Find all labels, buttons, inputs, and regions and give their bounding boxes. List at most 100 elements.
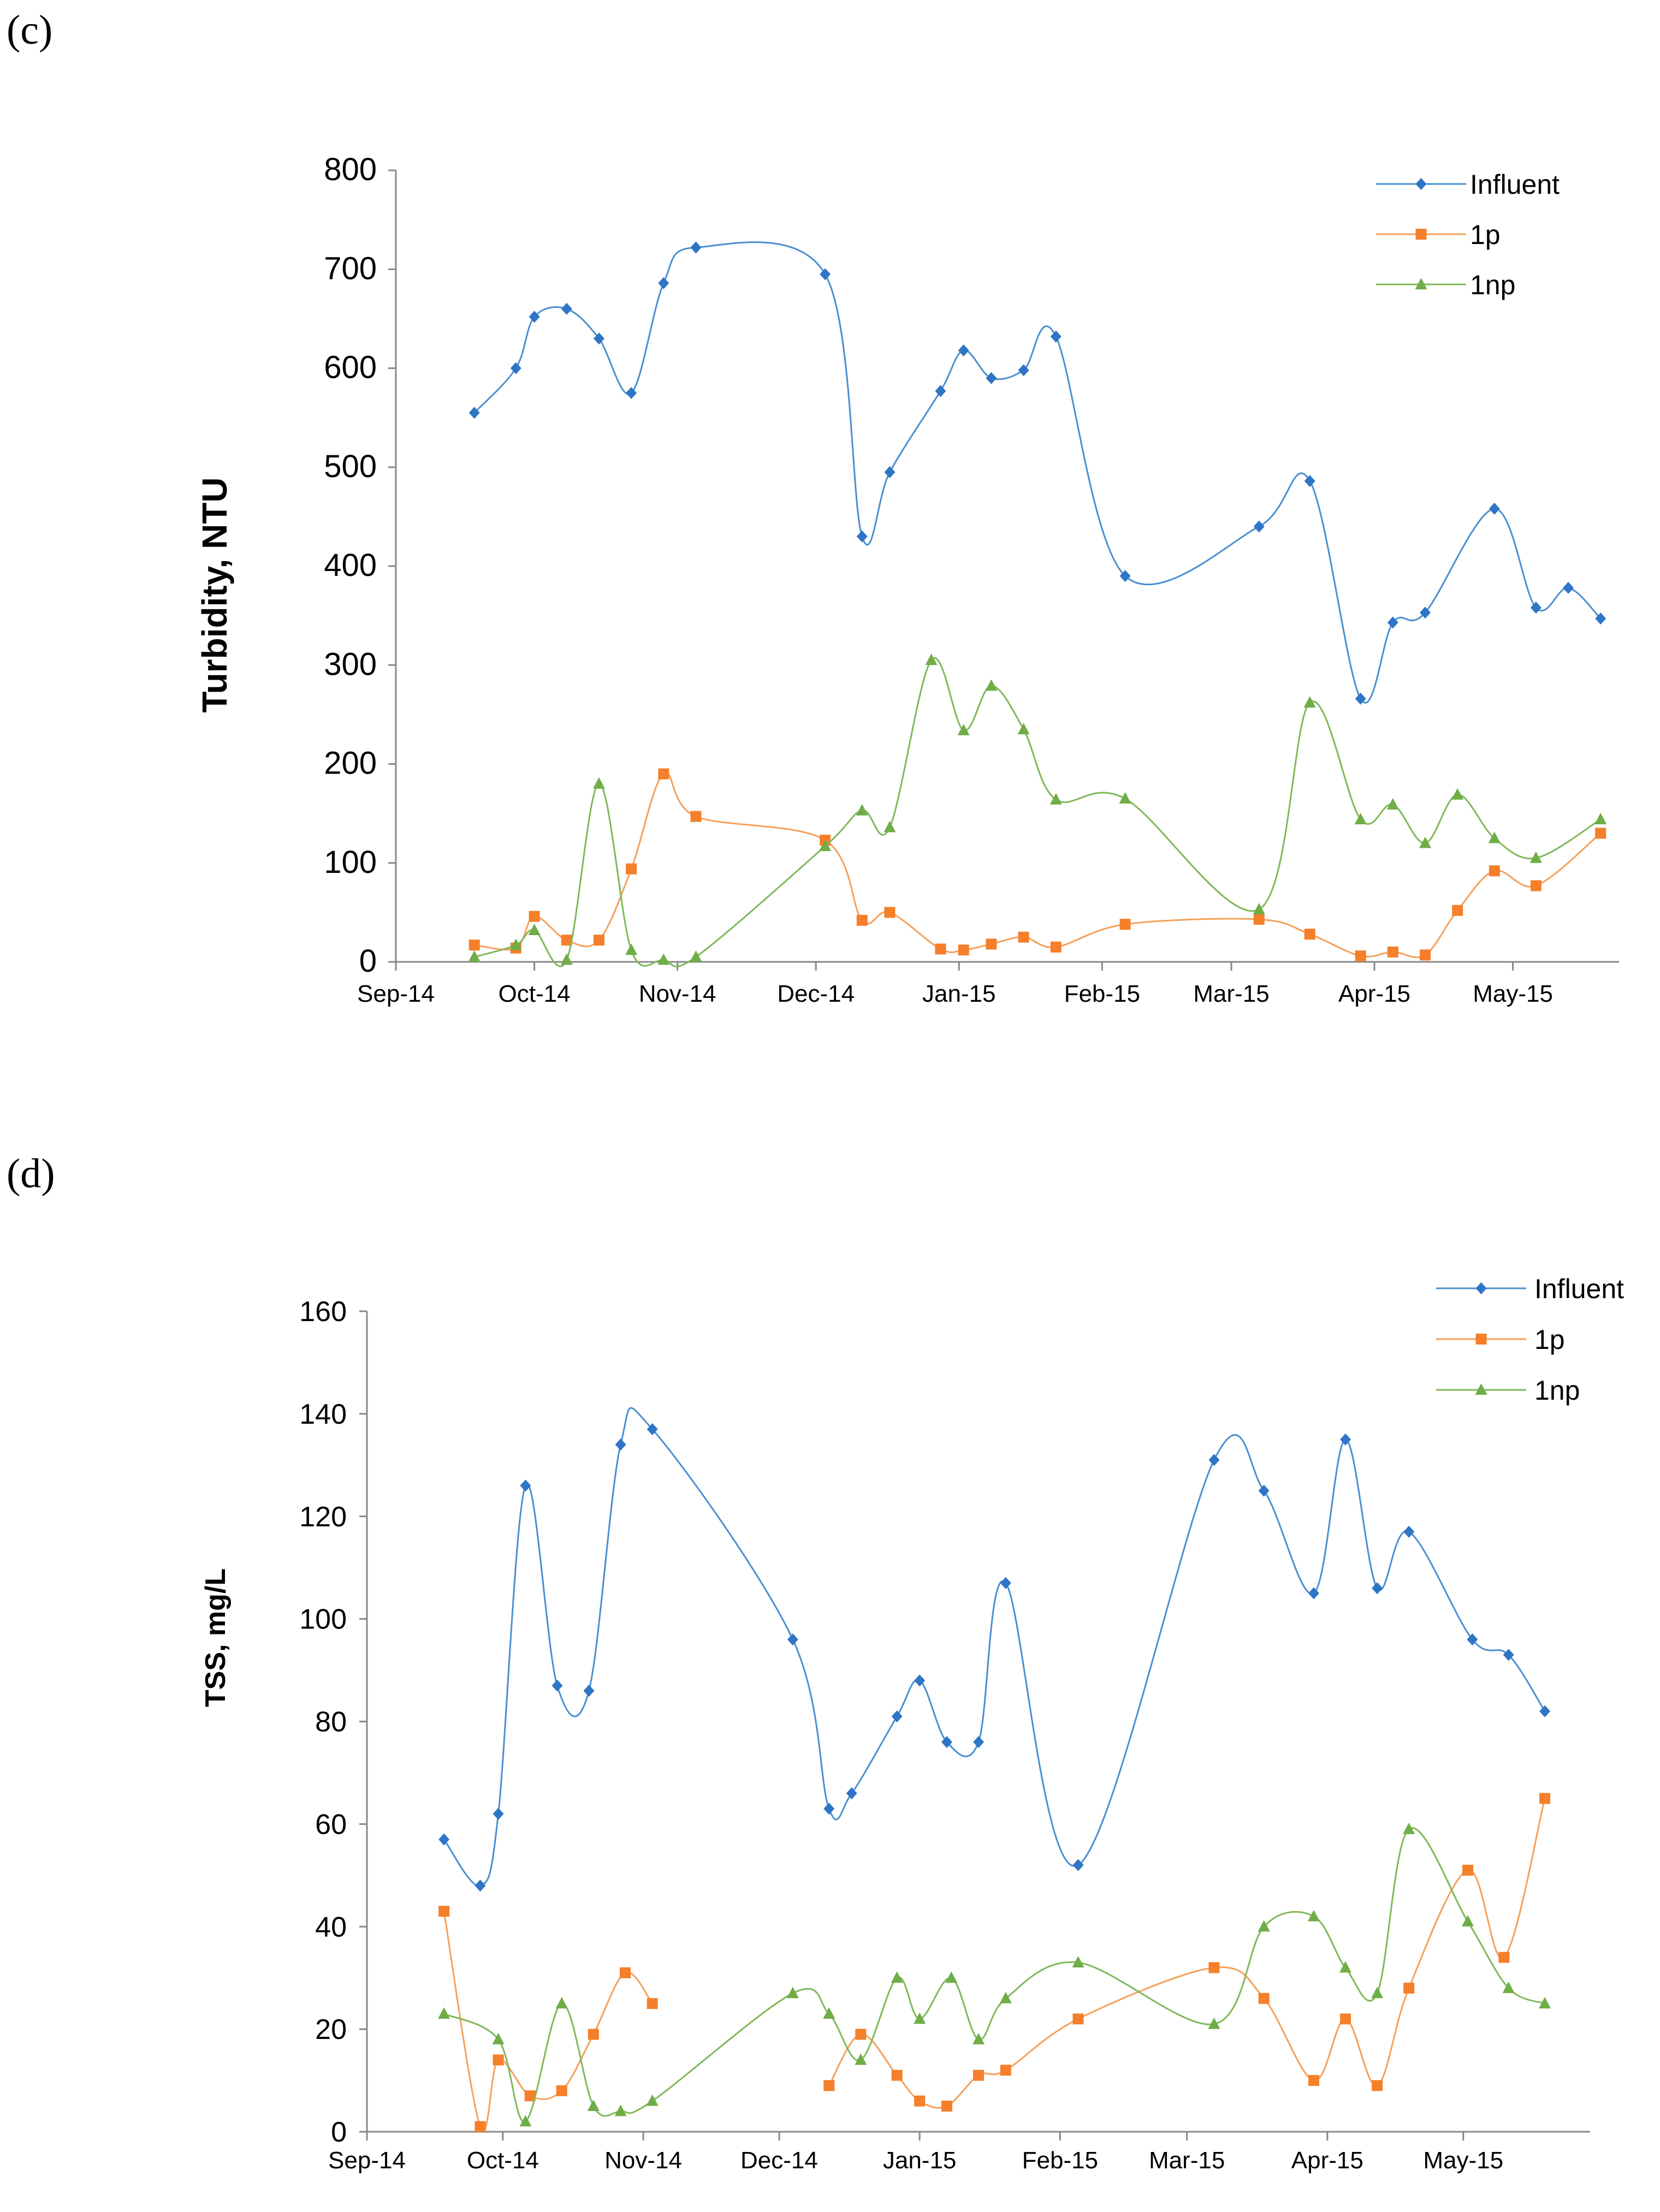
data-point-1p bbox=[556, 2085, 567, 2096]
data-point-influent bbox=[914, 1674, 926, 1687]
x-tick-label: Oct-14 bbox=[467, 2147, 539, 2174]
data-point-1p bbox=[941, 2101, 952, 2112]
data-point-1np bbox=[1419, 836, 1431, 848]
x-tick-label: Feb-15 bbox=[1022, 2147, 1098, 2174]
x-tick-label: Mar-15 bbox=[1193, 980, 1269, 1007]
data-point-1np bbox=[438, 2007, 450, 2019]
data-point-influent bbox=[493, 1807, 504, 1820]
data-point-influent bbox=[561, 302, 572, 315]
data-point-1p bbox=[647, 1998, 658, 2009]
y-tick-label: 0 bbox=[359, 943, 377, 979]
data-point-1p bbox=[1387, 946, 1398, 958]
legend-label-influent: Influent bbox=[1470, 169, 1560, 200]
data-point-influent bbox=[891, 1710, 903, 1723]
y-tick-label: 80 bbox=[315, 1706, 347, 1738]
y-tick-label: 20 bbox=[315, 2014, 347, 2045]
data-point-1np bbox=[884, 820, 896, 833]
data-point-1np bbox=[1371, 1987, 1384, 1999]
data-point-influent bbox=[510, 362, 521, 374]
data-point-1p bbox=[1258, 1993, 1270, 2004]
data-point-1np bbox=[1307, 1910, 1320, 1922]
data-point-1np bbox=[786, 1987, 799, 1999]
data-point-influent bbox=[1072, 1859, 1084, 1871]
x-tick-label: Apr-15 bbox=[1291, 2147, 1363, 2174]
series-1p bbox=[438, 1793, 1551, 2132]
x-tick-label: Dec-14 bbox=[740, 2147, 818, 2174]
data-point-influent bbox=[552, 1679, 563, 1692]
data-point-1p bbox=[626, 863, 637, 875]
data-point-influent bbox=[593, 332, 604, 345]
legend-label-1np: 1np bbox=[1470, 270, 1515, 300]
data-point-1np bbox=[1502, 1981, 1515, 1993]
data-point-1np bbox=[1488, 831, 1501, 843]
data-point-1p bbox=[1119, 919, 1131, 930]
data-point-1np bbox=[1354, 813, 1367, 824]
data-point-1p bbox=[1018, 931, 1029, 943]
data-point-influent bbox=[1419, 606, 1431, 619]
data-point-1np bbox=[999, 1991, 1012, 2003]
data-point-1p bbox=[588, 2029, 599, 2040]
data-point-influent bbox=[475, 1880, 486, 1892]
data-point-1p bbox=[1000, 2065, 1011, 2076]
y-tick-label: 800 bbox=[324, 152, 377, 187]
series-line-1np bbox=[474, 657, 1601, 967]
data-point-1np bbox=[1386, 798, 1399, 810]
data-point-1p bbox=[1595, 828, 1606, 839]
data-point-1p bbox=[884, 907, 896, 918]
y-tick-label: 160 bbox=[299, 1296, 347, 1328]
data-point-1np bbox=[587, 2100, 600, 2112]
legend-marker-influent bbox=[1475, 1282, 1487, 1294]
x-tick-label: May-15 bbox=[1423, 2147, 1503, 2174]
legend-label-1p: 1p bbox=[1534, 1324, 1565, 1355]
y-tick-label: 40 bbox=[315, 1911, 347, 1943]
data-point-1np bbox=[1050, 793, 1062, 805]
x-tick-label: Jan-15 bbox=[922, 980, 996, 1007]
data-point-influent bbox=[1503, 1649, 1514, 1661]
data-point-1p bbox=[1462, 1864, 1473, 1876]
data-point-1np bbox=[614, 2104, 627, 2116]
data-point-1np bbox=[1339, 1961, 1351, 1973]
legend-marker-1np bbox=[1475, 1383, 1487, 1395]
data-point-1np bbox=[1072, 1956, 1084, 1968]
series-1np bbox=[468, 653, 1607, 967]
data-point-1np bbox=[528, 924, 541, 935]
data-point-influent bbox=[973, 1736, 984, 1749]
y-tick-label: 400 bbox=[324, 548, 377, 583]
data-point-1p bbox=[1419, 949, 1431, 961]
data-point-influent bbox=[1403, 1525, 1415, 1538]
data-point-1np bbox=[1119, 792, 1131, 804]
x-tick-label: Apr-15 bbox=[1338, 980, 1410, 1007]
data-point-1p bbox=[1340, 2013, 1351, 2025]
data-point-1p bbox=[973, 2070, 984, 2081]
data-point-1p bbox=[856, 914, 868, 926]
data-point-1np bbox=[560, 953, 573, 965]
data-point-influent bbox=[1253, 520, 1265, 533]
data-point-1p bbox=[1489, 865, 1500, 877]
y-axis-label-turbidity: Turbidity, NTU bbox=[195, 477, 234, 712]
series-line-1p bbox=[443, 1911, 653, 2132]
x-tick-label: Sep-14 bbox=[357, 980, 435, 1007]
data-point-1np bbox=[1529, 851, 1542, 863]
data-point-1p bbox=[914, 2095, 926, 2107]
data-point-influent bbox=[986, 372, 997, 384]
data-point-1np bbox=[690, 950, 702, 962]
data-point-1p bbox=[1530, 880, 1542, 891]
series-line-influent bbox=[443, 1407, 1546, 1887]
y-tick-label: 300 bbox=[324, 646, 377, 682]
data-point-1np bbox=[1303, 696, 1316, 708]
data-point-1np bbox=[856, 804, 868, 816]
x-tick-label: May-15 bbox=[1473, 980, 1553, 1007]
data-point-1np bbox=[646, 2094, 659, 2106]
data-point-influent bbox=[823, 1803, 835, 1815]
data-point-1p bbox=[1498, 1952, 1510, 1963]
data-point-1np bbox=[1594, 813, 1607, 824]
data-point-1np bbox=[945, 1971, 958, 1983]
data-point-1np bbox=[1017, 723, 1030, 735]
data-point-1p bbox=[524, 2090, 536, 2102]
data-point-influent bbox=[1539, 1705, 1551, 1717]
data-point-1p bbox=[1050, 941, 1062, 953]
data-point-1np bbox=[468, 950, 481, 962]
data-point-1p bbox=[493, 2054, 504, 2066]
data-point-1p bbox=[935, 943, 946, 955]
panel-label-c: (c) bbox=[7, 7, 52, 53]
